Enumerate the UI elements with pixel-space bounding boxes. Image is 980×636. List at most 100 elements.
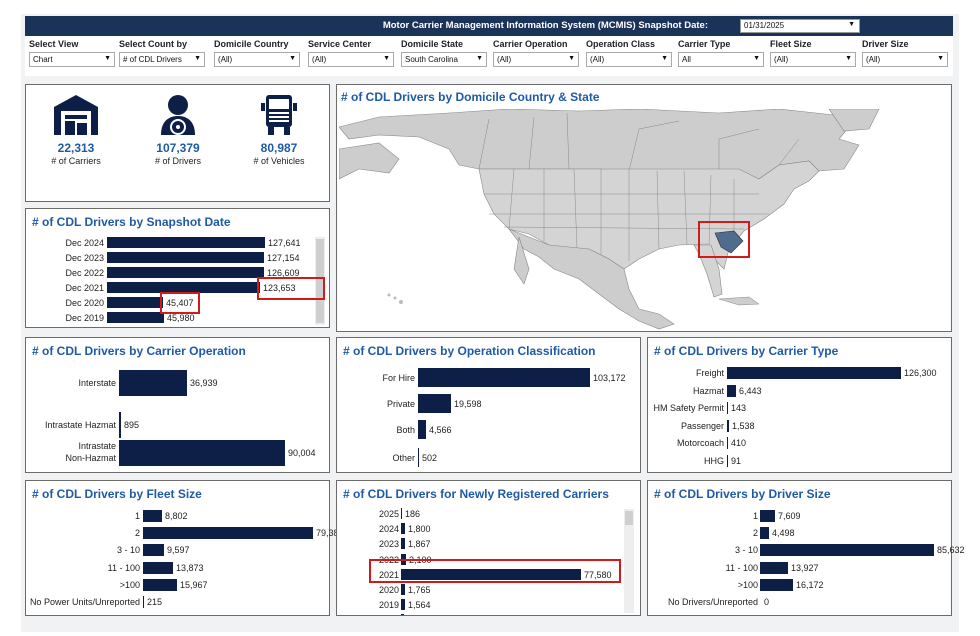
bar-row[interactable]: Interstate 36,939 <box>26 370 329 396</box>
bar[interactable] <box>418 420 426 439</box>
bar-label: 2 <box>134 528 140 538</box>
bar[interactable] <box>143 579 177 591</box>
scrollbar-thumb[interactable] <box>625 511 633 525</box>
bar[interactable] <box>107 267 264 278</box>
bar-row[interactable]: 2020 1,765 <box>337 584 640 595</box>
bar[interactable] <box>107 282 260 293</box>
bar[interactable] <box>760 544 934 556</box>
bar-row[interactable]: 2018 1,403 <box>337 614 640 615</box>
scrollbar[interactable] <box>624 509 634 613</box>
bar[interactable] <box>143 527 313 539</box>
scrollbar-thumb[interactable] <box>316 239 324 323</box>
filter-select[interactable]: (All) ▼ <box>308 52 394 67</box>
bar-row[interactable]: >100 16,172 <box>648 579 951 591</box>
bar[interactable] <box>401 508 402 519</box>
bar[interactable] <box>107 297 163 308</box>
filter-select[interactable]: # of CDL Drivers ▼ <box>119 52 205 67</box>
bar-row[interactable]: HM Safety Permit 143 <box>648 402 951 414</box>
bar-row[interactable]: Other 502 <box>337 448 640 467</box>
bar-row[interactable]: Motorcoach 410 <box>648 437 951 449</box>
filter-value: (All) <box>312 55 327 64</box>
bar-row[interactable]: Private 19,598 <box>337 394 640 413</box>
bar-row[interactable]: 11 - 100 13,873 <box>26 562 329 574</box>
highlight-box-south-carolina <box>698 221 750 258</box>
filter-label: Carrier Type <box>678 39 731 49</box>
filter-select[interactable]: (All) ▼ <box>586 52 672 67</box>
bar-row[interactable]: Dec 2019 45,980 <box>26 312 329 323</box>
bar-row[interactable]: Intrastate Non-Hazmat 90,004 <box>26 440 329 466</box>
bar-row[interactable]: Dec 2024 127,641 <box>26 237 329 248</box>
bar-row[interactable]: No Drivers/Unreported 0 <box>648 596 951 608</box>
bar[interactable] <box>418 394 451 413</box>
bar-row[interactable]: 2025 186 <box>337 508 640 519</box>
bar[interactable] <box>727 420 729 432</box>
bar-row[interactable]: For Hire 103,172 <box>337 368 640 387</box>
bar[interactable] <box>107 237 265 248</box>
bar[interactable] <box>107 252 264 263</box>
bar-row[interactable]: 2 79,384 <box>26 527 344 539</box>
bar-row[interactable]: Dec 2020 45,407 <box>26 297 329 308</box>
bar[interactable] <box>143 562 173 574</box>
bar[interactable] <box>143 510 162 522</box>
bar[interactable] <box>418 448 419 467</box>
north-america-map[interactable] <box>339 109 947 331</box>
bar-row[interactable]: 2019 1,564 <box>337 599 640 610</box>
bar-row[interactable]: Dec 2021 123,653 <box>26 282 329 293</box>
bar[interactable] <box>119 412 121 438</box>
bar[interactable] <box>119 370 187 396</box>
bar-row[interactable]: 11 - 100 13,927 <box>648 562 951 574</box>
filter-select[interactable]: (All) ▼ <box>862 52 948 67</box>
bar[interactable] <box>760 510 775 522</box>
bar-row[interactable]: Freight 126,300 <box>648 367 951 379</box>
bar-value-label: 6,443 <box>739 386 762 396</box>
filter-value: (All) <box>866 55 881 64</box>
bar[interactable] <box>401 614 404 615</box>
filter-select[interactable]: All ▼ <box>678 52 764 67</box>
bar-row[interactable]: 2024 1,800 <box>337 523 640 534</box>
bar[interactable] <box>143 544 164 556</box>
bar-row[interactable]: Passenger 1,538 <box>648 420 951 432</box>
bar-row[interactable]: 3 - 10 85,632 <box>648 544 965 556</box>
filter-select[interactable]: (All) ▼ <box>770 52 856 67</box>
bar[interactable] <box>143 596 144 608</box>
bar[interactable] <box>401 599 405 610</box>
bar-row[interactable]: HHG 91 <box>648 455 951 467</box>
bar[interactable] <box>727 385 736 397</box>
bar[interactable] <box>727 402 728 414</box>
bar-row[interactable]: 2023 1,867 <box>337 538 640 549</box>
bar[interactable] <box>119 440 285 466</box>
bar[interactable] <box>727 367 901 379</box>
bar[interactable] <box>727 455 728 467</box>
filter-select[interactable]: (All) ▼ <box>214 52 300 67</box>
bar[interactable] <box>401 584 405 595</box>
bar-row[interactable]: Dec 2022 126,609 <box>26 267 329 278</box>
bar-row[interactable]: Dec 2023 127,154 <box>26 252 329 263</box>
bar[interactable] <box>418 368 590 387</box>
kpi-caption: # of Vehicles <box>253 156 305 166</box>
kpi-value: 22,313 <box>57 141 95 155</box>
bar[interactable] <box>760 562 788 574</box>
bar-row[interactable]: 2021 77,580 <box>337 569 640 580</box>
bar-row[interactable]: 2 4,498 <box>648 527 951 539</box>
bar[interactable] <box>727 437 728 449</box>
filter-select[interactable]: Chart ▼ <box>29 52 115 67</box>
bar[interactable] <box>107 312 164 323</box>
snapshot-date-select[interactable]: 01/31/2025 ▼ <box>740 19 860 33</box>
scrollbar[interactable] <box>315 237 325 325</box>
bar-row[interactable]: 3 - 10 9,597 <box>26 544 329 556</box>
bar-row[interactable]: Intrastate Hazmat 895 <box>26 412 329 438</box>
bar-row[interactable]: Both 4,566 <box>337 420 640 439</box>
bar-row[interactable]: No Power Units/Unreported 215 <box>26 596 329 608</box>
bar-row[interactable]: 1 8,802 <box>26 510 329 522</box>
bar-row[interactable]: >100 15,967 <box>26 579 329 591</box>
bar[interactable] <box>401 538 405 549</box>
bar-value-label: 19,598 <box>454 398 482 409</box>
bar[interactable] <box>401 523 405 534</box>
bar-row[interactable]: Hazmat 6,443 <box>648 385 951 397</box>
bar[interactable] <box>760 527 769 539</box>
filter-select[interactable]: (All) ▼ <box>493 52 579 67</box>
bar[interactable] <box>401 569 581 580</box>
bar-row[interactable]: 1 7,609 <box>648 510 951 522</box>
bar[interactable] <box>760 579 793 591</box>
filter-select[interactable]: South Carolina ▼ <box>401 52 487 67</box>
